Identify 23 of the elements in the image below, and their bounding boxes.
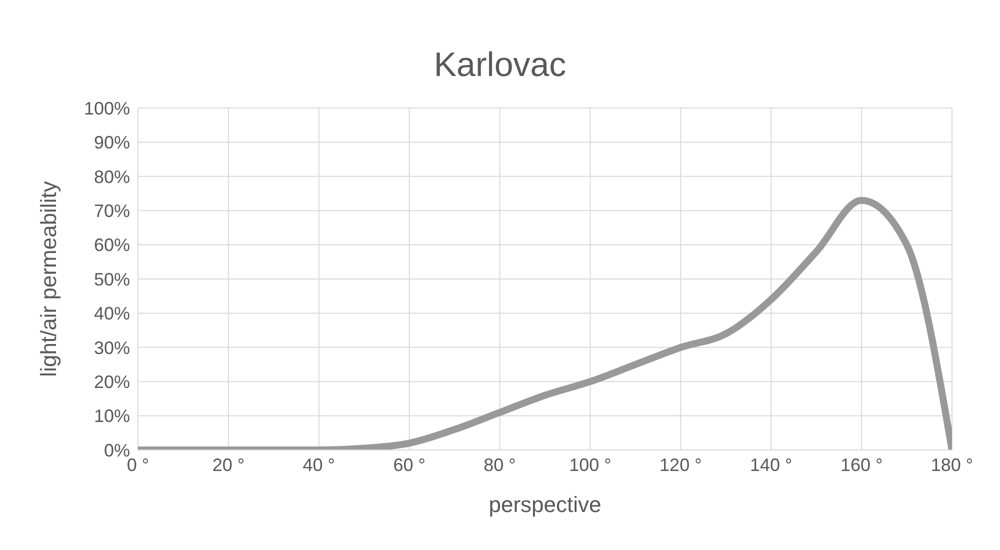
y-tick-label: 90% — [94, 132, 130, 153]
y-tick-label: 50% — [94, 269, 130, 290]
x-tick-label: 40 ° — [302, 454, 336, 475]
chart-title: Karlovac — [432, 45, 568, 86]
y-axis-title: light/air permeability — [36, 181, 61, 377]
x-tick-label: 140 ° — [750, 454, 792, 475]
x-tick-label: 80 ° — [484, 454, 516, 475]
y-tick-label: 70% — [94, 200, 130, 221]
x-tick-label: 20 ° — [212, 454, 245, 475]
y-tick-label: 20% — [94, 372, 130, 392]
y-tick-label: 0% — [104, 440, 130, 460]
y-tick-label: 30% — [94, 338, 130, 358]
x-axis-title: perspective — [488, 492, 602, 517]
y-tick-label: 80% — [94, 166, 130, 187]
y-tick-label: 10% — [94, 406, 130, 426]
x-tick-label: 60 ° — [393, 454, 426, 475]
y-tick-label: 40% — [94, 304, 130, 324]
x-tick-label: 100 ° — [569, 454, 612, 475]
x-tick-label: 120 ° — [660, 454, 702, 475]
x-tick-label: 160 ° — [840, 454, 883, 475]
x-tick-label: 180 ° — [930, 454, 974, 475]
y-tick-label: 60% — [94, 235, 130, 256]
y-tick-label: 100% — [84, 98, 130, 118]
